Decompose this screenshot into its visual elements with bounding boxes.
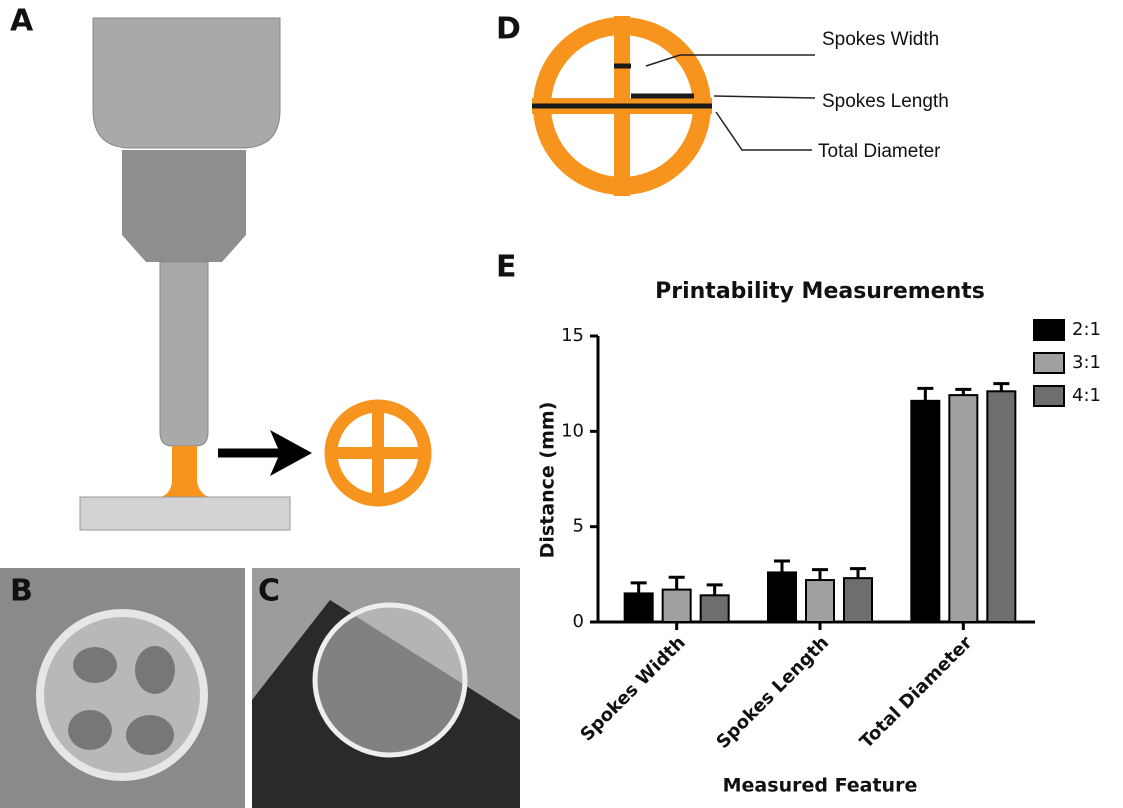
error-bar <box>669 577 685 589</box>
y-axis-title: Distance (mm) <box>537 402 559 559</box>
diagram-label: Spokes Length <box>822 91 949 112</box>
diagram-label: Total Diameter <box>818 141 941 162</box>
panel-label: A <box>10 4 34 39</box>
bar <box>844 578 872 622</box>
legend-label: 4:1 <box>1072 385 1101 406</box>
y-tick-label: 15 <box>561 325 584 346</box>
error-bar <box>707 585 723 595</box>
x-tick-label: Spokes Length <box>712 632 833 753</box>
printer-illustration <box>80 18 425 530</box>
bar <box>663 590 691 622</box>
bar <box>625 593 653 622</box>
photo-b <box>0 568 245 808</box>
error-bar <box>631 583 647 593</box>
error-bar <box>993 384 1009 392</box>
panel-label: B <box>10 574 33 609</box>
x-tick-label: Total Diameter <box>856 632 977 753</box>
bar <box>768 572 796 622</box>
bar <box>987 391 1015 622</box>
y-tick-label: 5 <box>573 516 584 537</box>
legend-swatch <box>1034 386 1064 406</box>
legend-swatch <box>1034 320 1064 340</box>
bar <box>701 595 729 622</box>
error-bar <box>774 561 790 572</box>
legend-label: 3:1 <box>1072 352 1101 373</box>
panel-label: E <box>496 250 517 285</box>
chart-title: Printability Measurements <box>655 279 985 304</box>
figure: Spokes Width Spokes Length Total Diamete… <box>0 0 1123 808</box>
bar <box>949 395 977 622</box>
y-tick-label: 10 <box>561 420 584 441</box>
error-bar <box>850 569 866 579</box>
bar <box>911 401 939 622</box>
spoke-diagram <box>532 16 815 196</box>
legend-swatch <box>1034 353 1064 373</box>
bar <box>806 580 834 622</box>
diagram-label: Spokes Width <box>822 29 939 50</box>
panel-label: C <box>258 574 280 609</box>
y-tick-label: 0 <box>573 611 584 632</box>
error-bar <box>917 388 933 400</box>
photo-c <box>252 568 520 808</box>
panel-label: D <box>496 12 521 47</box>
x-axis-title: Measured Feature <box>723 775 918 797</box>
legend-label: 2:1 <box>1072 319 1101 340</box>
x-tick-label: Spokes Width <box>576 632 689 745</box>
error-bar <box>812 570 828 580</box>
